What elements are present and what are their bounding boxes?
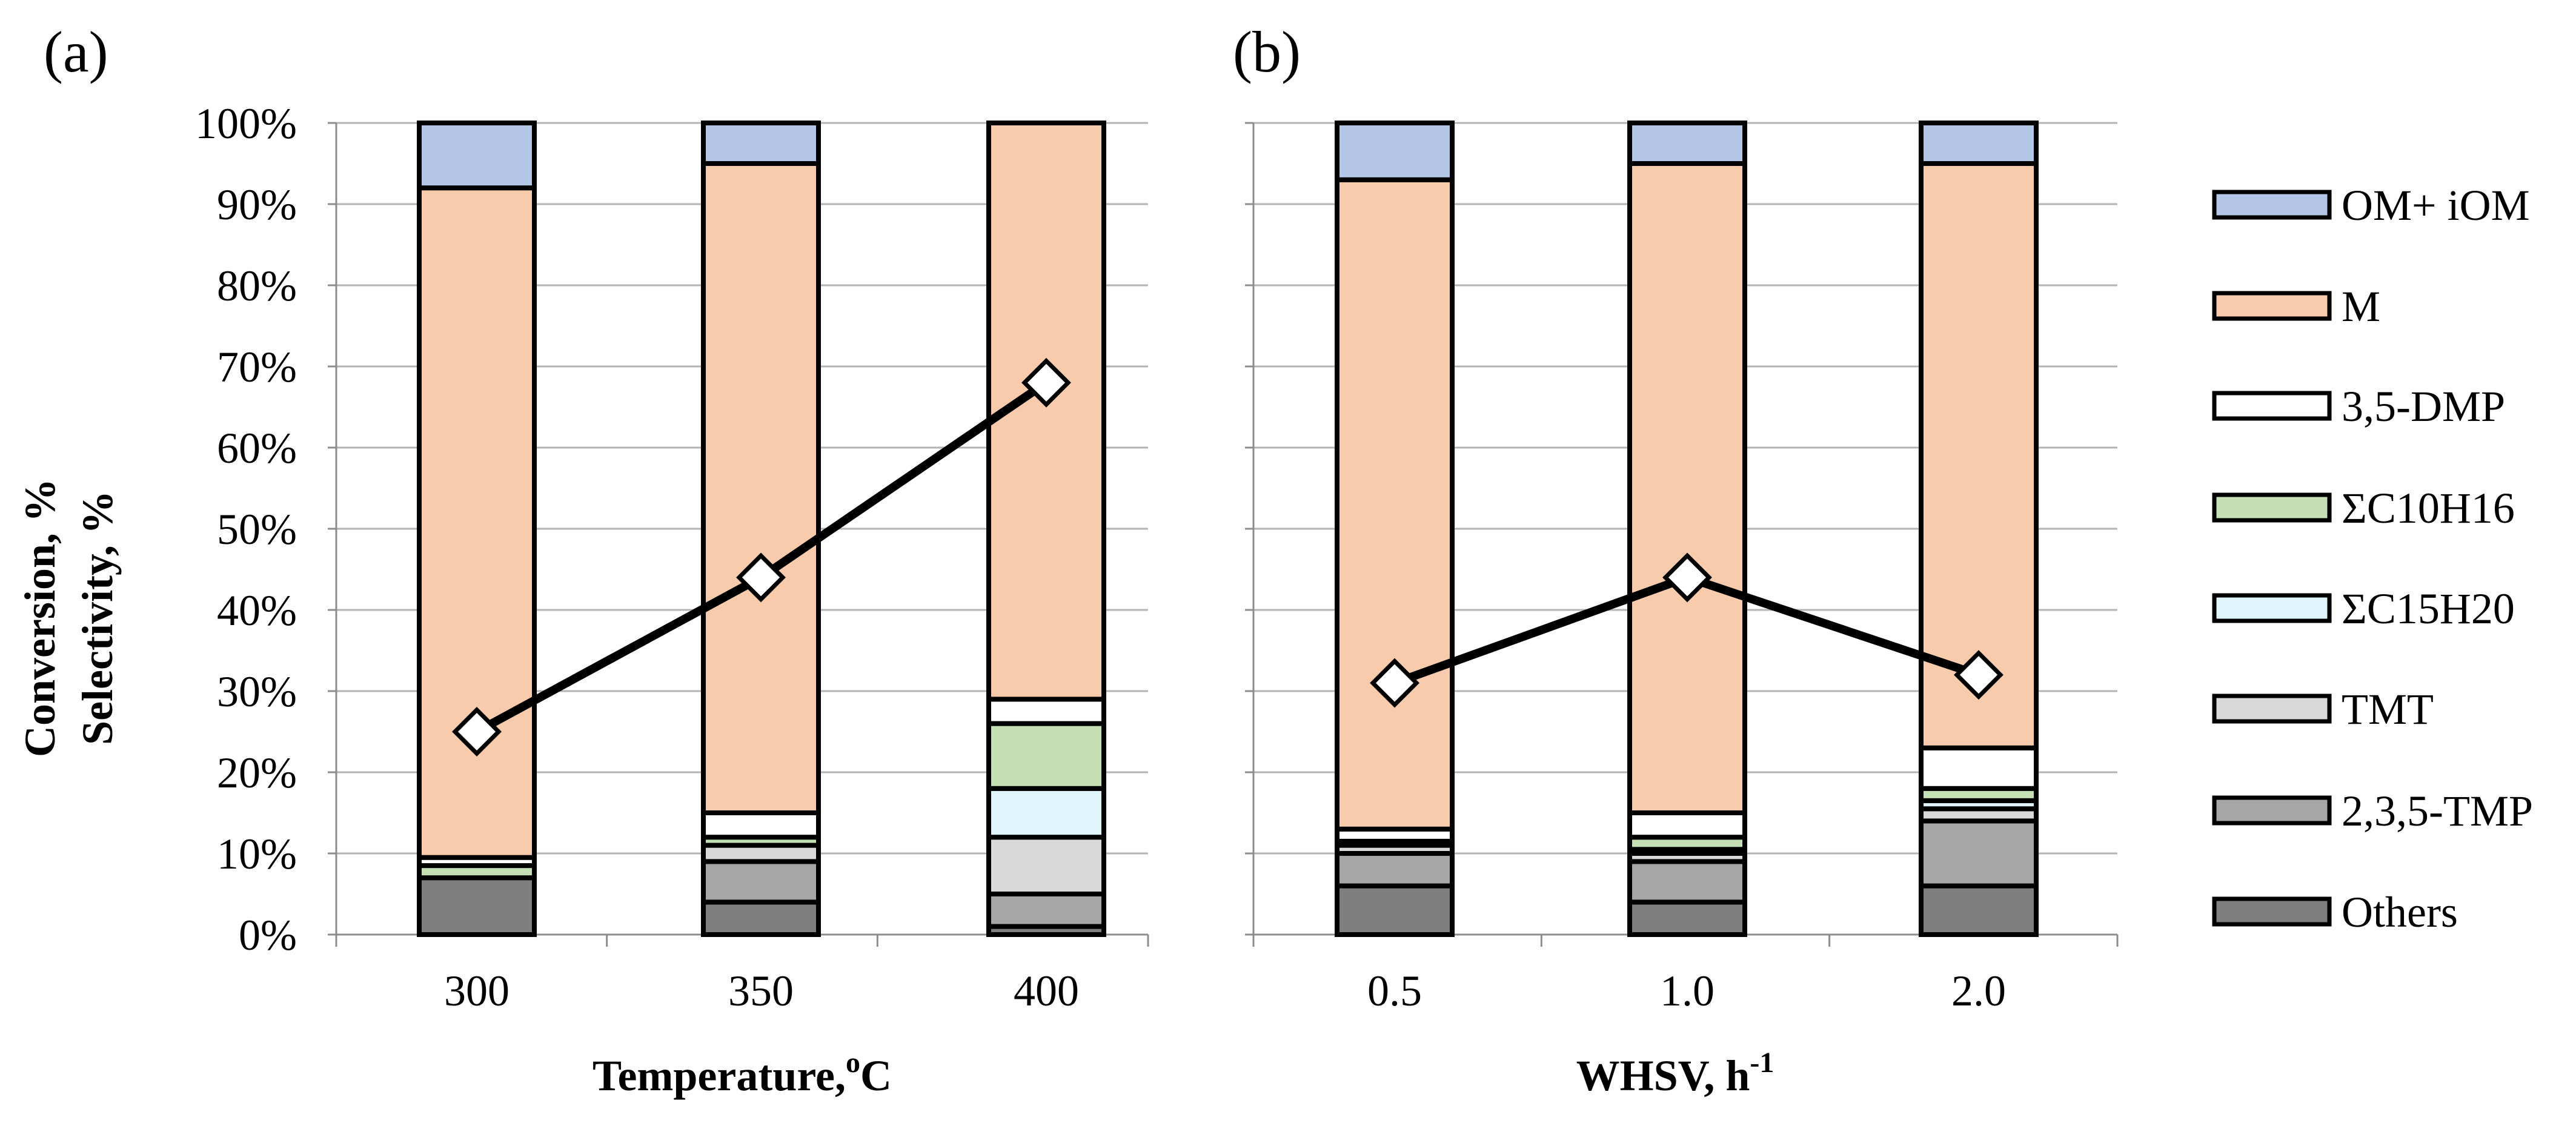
legend-label: 3,5-DMP bbox=[2342, 382, 2505, 431]
legend-label: 2,3,5-TMP bbox=[2342, 787, 2533, 835]
legend-swatch bbox=[2212, 896, 2332, 927]
y-tick-label: 60% bbox=[217, 424, 297, 472]
bar-segment bbox=[1627, 810, 1747, 840]
bar-segment bbox=[986, 892, 1106, 929]
conversion-point bbox=[1370, 658, 1419, 708]
y-tick-label: 100% bbox=[195, 99, 297, 148]
bar-segment bbox=[1919, 883, 2039, 937]
x-tick-label: 1.0 bbox=[1660, 967, 1715, 1015]
x-axis-title-b: WHSV, h-1 bbox=[1576, 1047, 1774, 1100]
y-tick-label: 90% bbox=[217, 180, 297, 229]
legend: OM+ iOM M 3,5-DMP ΣC10H16 ΣC15H20 TMT 2,3,5-TM… bbox=[2212, 181, 2533, 936]
y-tick-label: 50% bbox=[217, 505, 297, 554]
bar-segment bbox=[986, 697, 1106, 726]
legend-swatch bbox=[2212, 492, 2332, 523]
bar-segment bbox=[1919, 745, 2039, 791]
legend-label: ΣC15H20 bbox=[2342, 584, 2515, 633]
bar-segment bbox=[417, 185, 537, 860]
bar-segment bbox=[1335, 851, 1455, 889]
axes-layer bbox=[328, 122, 2119, 947]
x-tick-label: 350 bbox=[728, 967, 794, 1015]
bar-segment bbox=[1627, 899, 1747, 938]
bar-segment bbox=[701, 161, 821, 815]
panel-a-label: (a) bbox=[44, 19, 108, 84]
x-axis-title-a: Temperature,oC bbox=[593, 1047, 892, 1100]
bar-segment bbox=[1335, 121, 1455, 182]
legend-label: ΣC10H16 bbox=[2342, 484, 2515, 532]
conversion-point bbox=[452, 707, 502, 757]
conversion-point bbox=[1954, 650, 2003, 700]
y-axis-title-line2: Selectivity, % bbox=[73, 491, 122, 745]
bar-segment bbox=[1627, 161, 1747, 815]
legend-swatch bbox=[2212, 795, 2332, 826]
y-tick-label: 10% bbox=[217, 830, 297, 878]
panel-b-label: (b) bbox=[1233, 19, 1301, 84]
x-tick-label: 400 bbox=[1014, 967, 1079, 1015]
bar-segment bbox=[1627, 121, 1747, 166]
legend-swatch bbox=[2212, 391, 2332, 421]
bar-segment bbox=[1627, 859, 1747, 905]
bar-segment bbox=[1919, 121, 2039, 166]
y-tick-label: 30% bbox=[217, 667, 297, 716]
x-tick-label: 2.0 bbox=[1951, 967, 2006, 1015]
conversion-point bbox=[736, 552, 786, 603]
bar-segment bbox=[1335, 177, 1455, 832]
legend-swatch bbox=[2212, 694, 2332, 724]
y-tick-label: 40% bbox=[217, 586, 297, 635]
legend-swatch bbox=[2212, 291, 2332, 321]
legend-swatch bbox=[2212, 190, 2332, 220]
bar-segment bbox=[701, 859, 821, 905]
legend-label: M bbox=[2342, 282, 2380, 331]
bar-segment bbox=[986, 721, 1106, 791]
bar-segment bbox=[417, 875, 537, 937]
y-tick-label: 70% bbox=[217, 343, 297, 391]
bar-segment bbox=[1335, 883, 1455, 937]
bar-segment bbox=[701, 843, 821, 864]
y-tick-label: 0% bbox=[239, 911, 297, 959]
bar-segment bbox=[986, 835, 1106, 896]
bar-segment bbox=[701, 121, 821, 166]
legend-label: Others bbox=[2342, 888, 2458, 936]
bar-segment bbox=[701, 810, 821, 840]
bar-segment bbox=[1919, 818, 2039, 889]
x-tick-label: 0.5 bbox=[1367, 967, 1422, 1015]
x-tick-label: 300 bbox=[444, 967, 510, 1015]
y-tick-label: 20% bbox=[217, 749, 297, 797]
legend-swatch bbox=[2212, 593, 2332, 623]
bar-segment bbox=[701, 899, 821, 938]
y-tick-label: 80% bbox=[217, 262, 297, 310]
ticks-layer: 0% 10% 20% 30% 40% 50% 60% 70% 80% 90% 100% 300 350 4… bbox=[195, 99, 2006, 1015]
grid-layer bbox=[336, 122, 2117, 855]
bar-segment bbox=[417, 121, 537, 191]
conversion-point bbox=[1662, 552, 1712, 603]
y-axis-title-line1: Conversion, % bbox=[16, 478, 64, 757]
bar-segment bbox=[986, 786, 1106, 840]
conversion-point bbox=[1021, 357, 1071, 408]
legend-label: TMT bbox=[2342, 685, 2434, 733]
line-layer bbox=[452, 357, 2003, 757]
legend-label: OM+ iOM bbox=[2342, 181, 2530, 230]
bars-layer bbox=[417, 121, 2039, 938]
